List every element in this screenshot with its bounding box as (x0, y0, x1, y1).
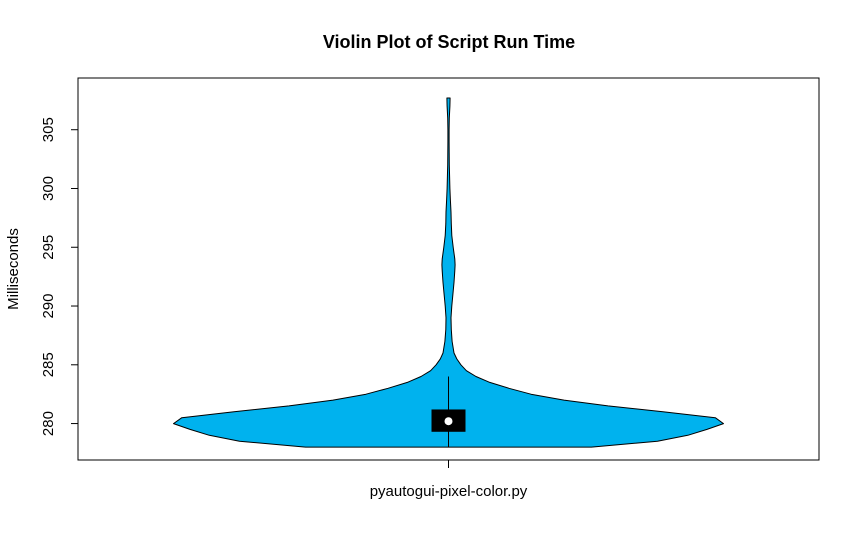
y-tick-label: 290 (40, 294, 57, 319)
violin-shape (173, 97, 724, 448)
median-dot (444, 417, 453, 426)
x-tick-label: pyautogui-pixel-color.py (370, 483, 528, 500)
y-tick-label: 305 (40, 117, 57, 142)
y-axis: 280 285 290 295 300 305 (40, 117, 78, 436)
y-tick-label: 300 (40, 176, 57, 201)
y-axis-title: Milliseconds (5, 228, 22, 310)
x-axis: pyautogui-pixel-color.py (370, 460, 528, 500)
y-tick-label: 285 (40, 352, 57, 377)
y-tick-label: 295 (40, 235, 57, 260)
violin-layer (173, 97, 724, 448)
y-tick-label: 280 (40, 411, 57, 436)
chart-title: Violin Plot of Script Run Time (323, 32, 575, 52)
